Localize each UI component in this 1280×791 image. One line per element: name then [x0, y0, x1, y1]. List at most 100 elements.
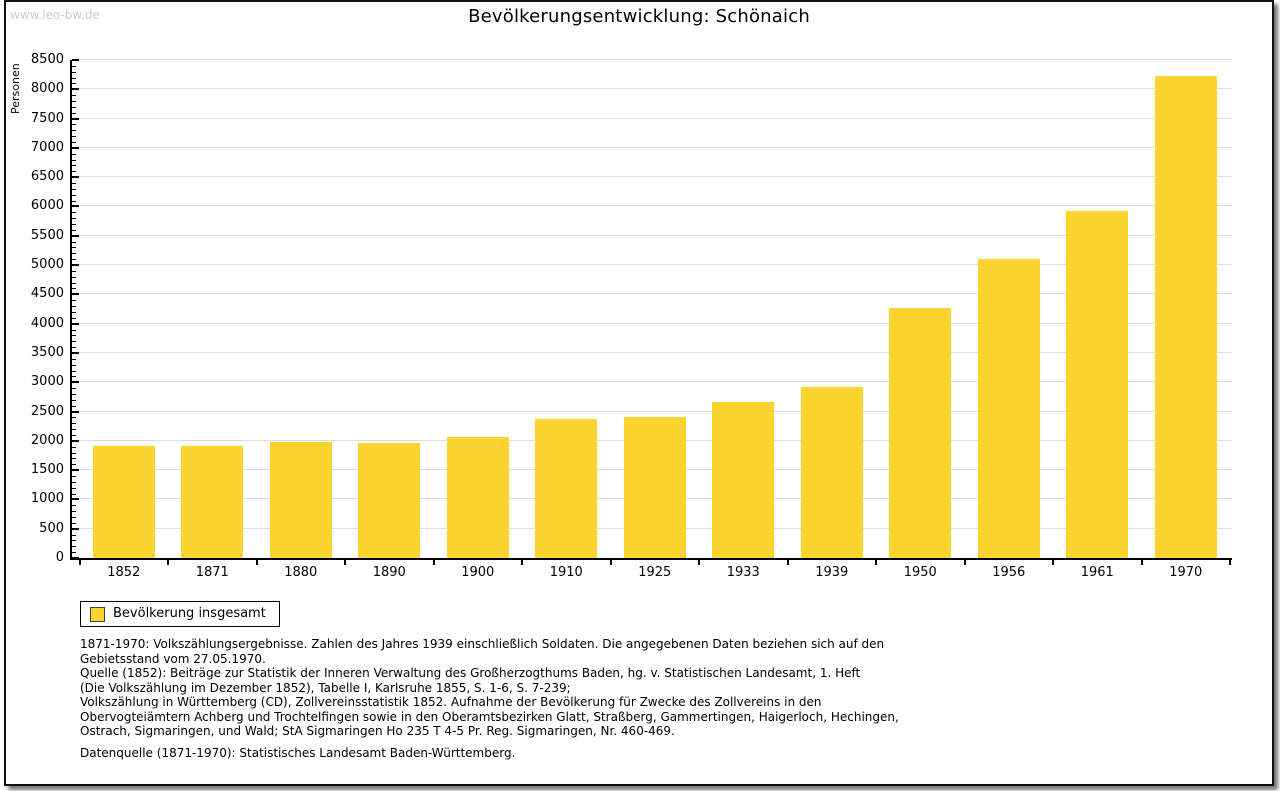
- footnote-line: 1871-1970: Volkszählungsergebnisse. Zahl…: [80, 637, 885, 651]
- y-minor-tick: [72, 106, 76, 108]
- x-boundary-tick: [167, 560, 169, 565]
- gridline-2500: [72, 410, 1232, 412]
- y-minor-tick: [72, 505, 76, 507]
- y-minor-tick: [72, 452, 76, 454]
- y-axis-tick-label: 6500: [30, 169, 64, 185]
- y-axis-tick-label: 4000: [30, 315, 64, 331]
- x-boundary-tick: [432, 560, 435, 565]
- y-minor-tick: [72, 224, 76, 226]
- y-minor-tick: [72, 429, 76, 431]
- y-major-tick: [72, 381, 79, 384]
- y-major-tick: [72, 146, 79, 149]
- y-minor-tick: [72, 306, 76, 308]
- legend-swatch: [90, 607, 105, 622]
- x-axis-tick-label: 1939: [815, 565, 849, 580]
- x-axis-tick-label: 1970: [1169, 565, 1203, 580]
- x-boundary-tick: [1140, 560, 1143, 565]
- y-minor-tick: [72, 159, 76, 161]
- y-axis-tick-label: 1000: [30, 491, 64, 507]
- bar-1890: [358, 443, 421, 558]
- footnote-line: Ostrach, Sigmaringen, und Wald; StA Sigm…: [80, 724, 675, 738]
- y-major-tick: [72, 176, 79, 179]
- gridline-7500: [72, 117, 1232, 119]
- y-minor-tick: [72, 218, 76, 220]
- y-minor-tick: [72, 212, 76, 214]
- y-minor-tick: [72, 458, 76, 460]
- bar-1852: [92, 445, 155, 558]
- y-major-tick: [72, 439, 79, 442]
- y-minor-tick: [72, 259, 76, 261]
- y-minor-tick: [72, 124, 76, 126]
- x-boundary-tick: [255, 560, 258, 565]
- y-minor-tick: [72, 130, 76, 132]
- y-axis-tick-label: 3500: [30, 344, 64, 360]
- gridline-3500: [72, 351, 1232, 353]
- y-minor-tick: [72, 282, 76, 284]
- gridline-4000: [72, 322, 1232, 324]
- y-minor-tick: [72, 188, 76, 190]
- bar-1950: [889, 308, 952, 558]
- y-minor-tick: [72, 388, 76, 390]
- y-major-tick: [72, 557, 79, 559]
- gridline-8000: [72, 88, 1232, 90]
- y-minor-tick: [72, 112, 76, 114]
- gridline-5500: [72, 234, 1232, 236]
- y-axis-tick-label: 2000: [30, 432, 64, 448]
- y-major-tick: [72, 234, 79, 237]
- y-axis-tick-label: 4500: [30, 286, 64, 302]
- bar-1933: [712, 402, 775, 558]
- x-boundary-tick: [1052, 560, 1054, 565]
- y-minor-tick: [72, 101, 76, 102]
- bar-1961: [1066, 210, 1129, 558]
- datasource-line: Datenquelle (1871-1970): Statistisches L…: [80, 746, 516, 760]
- y-axis-tick-label: 0: [55, 550, 64, 565]
- footnote-line: Quelle (1852): Beiträge zur Statistik de…: [80, 666, 861, 680]
- x-axis-tick-label: 1950: [903, 565, 937, 580]
- y-minor-tick: [72, 534, 76, 536]
- y-minor-tick: [72, 475, 76, 477]
- y-minor-tick: [72, 200, 76, 202]
- y-minor-tick: [72, 253, 76, 255]
- y-axis-tick-label: 8000: [30, 81, 64, 97]
- y-minor-tick: [72, 493, 76, 495]
- x-boundary-tick: [875, 560, 877, 565]
- footnote-line: (Die Volkszählung im Dezember 1852), Tab…: [80, 680, 571, 695]
- y-minor-tick: [72, 329, 76, 331]
- x-boundary-tick: [609, 560, 612, 565]
- x-axis-tick-label: 1933: [726, 565, 760, 580]
- y-minor-tick: [72, 229, 76, 231]
- y-minor-tick: [72, 423, 76, 425]
- y-minor-tick: [72, 136, 76, 138]
- y-minor-tick: [72, 65, 76, 67]
- y-minor-tick: [72, 247, 76, 249]
- y-minor-tick: [72, 540, 76, 542]
- y-axis-tick-label: 2500: [30, 403, 64, 419]
- y-minor-tick: [72, 270, 76, 272]
- y-minor-tick: [72, 311, 76, 313]
- legend-label: Bevölkerung insgesamt: [113, 606, 266, 621]
- y-axis-tick-label: 1500: [30, 462, 64, 478]
- x-axis-tick-label: 1871: [195, 565, 229, 580]
- plot-area: 0 500 1000 1500 2000 2500 3000 3500 4000 4500 5000…: [31, 53, 1232, 580]
- y-axis-tick-label: 8500: [30, 52, 64, 67]
- y-axis-line: [70, 60, 72, 558]
- gridline-6500: [72, 176, 1232, 178]
- y-minor-tick: [72, 417, 76, 419]
- y-minor-tick: [72, 376, 76, 378]
- y-minor-tick: [72, 434, 76, 436]
- y-minor-tick: [72, 183, 76, 185]
- y-minor-tick: [72, 399, 76, 401]
- y-minor-tick: [72, 276, 76, 278]
- bar-1970: [1154, 75, 1217, 558]
- y-minor-tick: [72, 165, 76, 167]
- page-title: Bevölkerungsentwicklung: Schönaich: [468, 6, 810, 27]
- gridline-4500: [72, 293, 1232, 295]
- bar-1871: [181, 446, 244, 558]
- y-major-tick: [72, 88, 79, 91]
- footnotes: 1871-1970: Volkszählungsergebnisse. Zahl…: [80, 637, 899, 739]
- y-axis-tick-label: 500: [39, 520, 64, 536]
- footnote-line: Volkszählung in Württemberg (CD), Zollve…: [80, 695, 822, 709]
- y-major-tick: [72, 322, 79, 325]
- gridline-5000: [72, 264, 1232, 266]
- bar-1939: [800, 386, 863, 558]
